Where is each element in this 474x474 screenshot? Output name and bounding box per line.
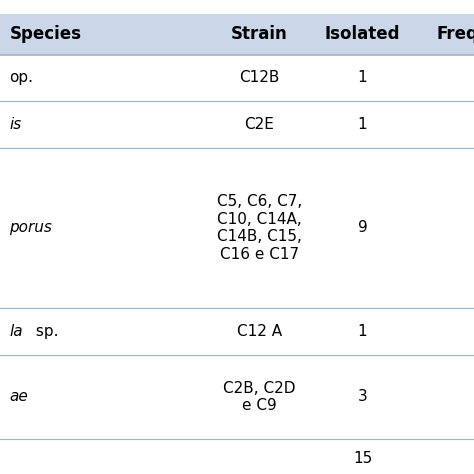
Text: Freq: Freq <box>436 26 474 43</box>
Text: la: la <box>9 324 23 338</box>
Text: 1: 1 <box>358 118 367 132</box>
Text: is: is <box>9 118 22 132</box>
Text: porus: porus <box>9 220 52 236</box>
Text: C2E: C2E <box>245 118 274 132</box>
Text: Species: Species <box>9 26 82 43</box>
Text: C2B, C2D
e C9: C2B, C2D e C9 <box>223 381 296 413</box>
Text: 3: 3 <box>358 389 367 404</box>
Text: op.: op. <box>9 71 34 85</box>
Text: sp.: sp. <box>31 324 58 338</box>
Text: ae: ae <box>9 389 28 404</box>
Text: 15: 15 <box>353 451 372 466</box>
Text: Strain: Strain <box>231 26 288 43</box>
Text: 9: 9 <box>358 220 367 236</box>
FancyBboxPatch shape <box>0 14 474 55</box>
Text: C5, C6, C7,
C10, C14A,
C14B, C15,
C16 e C17: C5, C6, C7, C10, C14A, C14B, C15, C16 e … <box>217 194 302 262</box>
Text: C12B: C12B <box>239 71 280 85</box>
Text: Isolated: Isolated <box>325 26 401 43</box>
Text: 1: 1 <box>358 324 367 338</box>
Text: 1: 1 <box>358 71 367 85</box>
Text: C12 A: C12 A <box>237 324 282 338</box>
